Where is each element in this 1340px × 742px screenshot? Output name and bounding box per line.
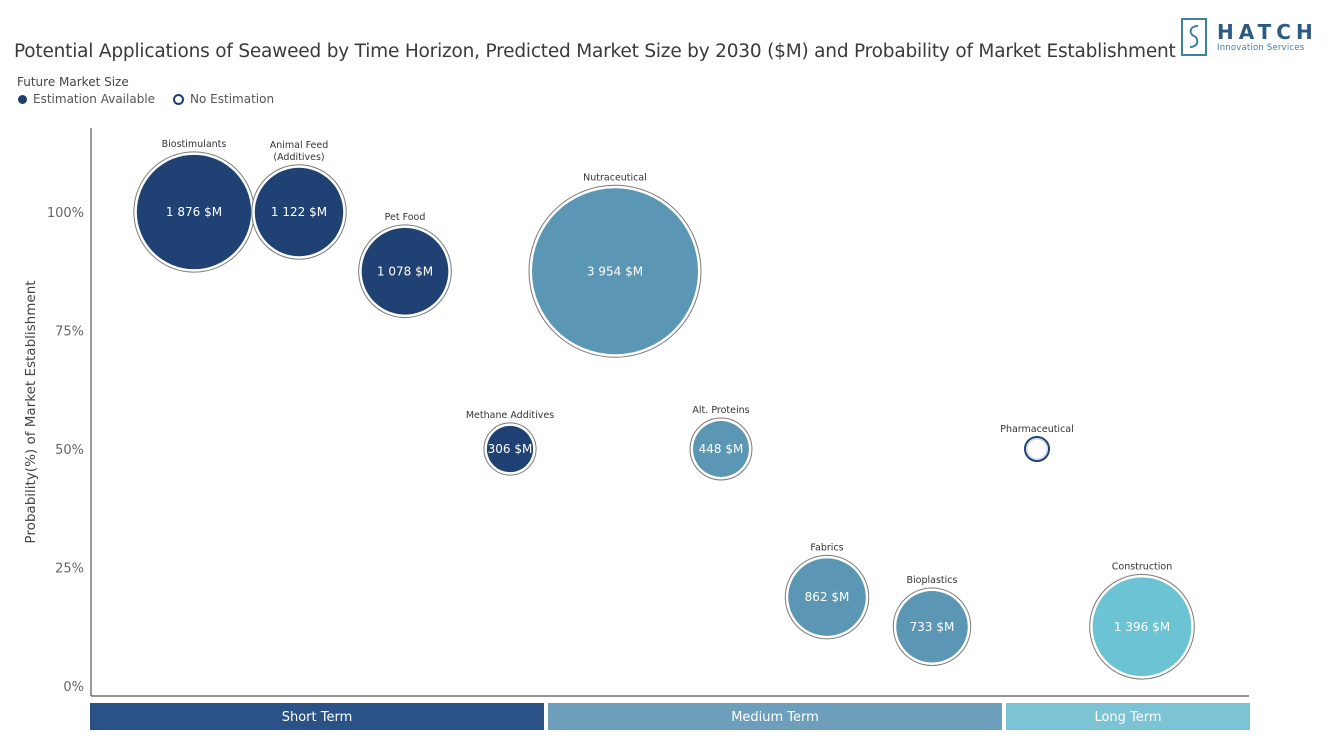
y-tick-label: 75%	[55, 325, 84, 340]
bubble-inner-ring	[1026, 438, 1048, 460]
y-tick-label: 25%	[55, 562, 84, 577]
logo-mark-icon	[1181, 18, 1207, 56]
bubble-name-label: Pharmaceutical	[1000, 424, 1074, 435]
bubble-value-label: 862 $M	[805, 590, 850, 604]
bubble-biostimulants[interactable]: 1 876 $M Biostimulants	[133, 139, 255, 273]
legend-item-estimation-available: Estimation Available	[18, 92, 155, 106]
y-axis-label: Probability(%) of Market Establishment	[23, 280, 39, 543]
bubble-name-label: Animal Feed	[270, 140, 329, 151]
bubble-circle	[788, 558, 866, 636]
bubble-circle	[693, 421, 749, 477]
bubble-value-label: 1 396 $M	[1114, 620, 1170, 634]
bubble-empty-circle	[1024, 436, 1050, 462]
bubble-nutraceutical[interactable]: 3 954 $M Nutraceutical	[528, 172, 702, 358]
bubble-name-label: Construction	[1112, 561, 1173, 572]
y-tick-label: 0%	[63, 680, 84, 695]
bubble-bioplastics[interactable]: 733 $M Bioplastics	[892, 575, 972, 666]
bubble-fabrics[interactable]: 862 $M Fabrics	[784, 542, 870, 640]
bubble-value-label: 1 122 $M	[271, 205, 327, 219]
bubble-name-label: (Additives)	[273, 152, 324, 163]
y-tick-label: 50%	[55, 443, 84, 458]
horizon-band-label-medium: Medium Term	[731, 710, 819, 725]
legend-label-no-estimation: No Estimation	[190, 92, 275, 106]
bubble-circle	[486, 425, 534, 473]
bubble-value-label: 733 $M	[910, 620, 955, 634]
chart-title: Potential Applications of Seaweed by Tim…	[14, 41, 1176, 62]
legend-item-no-estimation: No Estimation	[173, 92, 274, 106]
horizon-band-label-long: Long Term	[1094, 710, 1161, 725]
logo-name: HATCH	[1217, 20, 1318, 44]
empty-circle-icon	[173, 93, 185, 105]
horizon-band-label-short: Short Term	[282, 710, 353, 725]
bubble-name-label: Nutraceutical	[583, 172, 647, 183]
bubble-name-label: Pet Food	[385, 212, 426, 223]
legend-label-estimation-available: Estimation Available	[33, 92, 156, 106]
bubble-circle	[896, 591, 968, 663]
bubble-name-label: Biostimulants	[162, 139, 227, 150]
bubble-alt-proteins[interactable]: 448 $M Alt. Proteins	[689, 405, 753, 481]
bubble-animal-feed-additives[interactable]: 1 122 $M Animal Feed(Additives)	[251, 140, 347, 260]
bubble-circle	[532, 188, 698, 355]
bubble-name-label: Alt. Proteins	[692, 405, 749, 416]
legend: Estimation Available No Estimation	[18, 92, 274, 106]
y-tick-label: 100%	[47, 206, 84, 221]
bubble-name-label: Methane Additives	[466, 410, 554, 421]
horizon-band-short	[90, 703, 544, 730]
legend-title: Future Market Size	[17, 75, 129, 89]
bubble-circle	[254, 167, 344, 257]
hatch-logo: HATCH Innovation Services	[1181, 18, 1318, 56]
bubble-circle	[1092, 577, 1192, 677]
horizon-band-long	[1006, 703, 1250, 730]
filled-circle-icon	[18, 94, 27, 104]
bubble-value-label: 448 $M	[699, 442, 744, 456]
bubble-circle	[361, 227, 449, 315]
bubble-pet-food[interactable]: 1 078 $M Pet Food	[358, 212, 452, 319]
bubble-value-label: 1 876 $M	[166, 205, 222, 219]
bubble-construction[interactable]: 1 396 $M Construction	[1089, 561, 1195, 680]
bubble-name-label: Bioplastics	[907, 575, 958, 586]
horizon-band-medium	[548, 703, 1002, 730]
logo-tagline: Innovation Services	[1217, 43, 1305, 53]
bubble-name-label: Fabrics	[810, 542, 843, 553]
bubble-value-label: 1 078 $M	[377, 264, 433, 278]
bubble-value-label: 306 $M	[488, 442, 533, 456]
bubble-circle	[136, 154, 252, 270]
bubble-value-label: 3 954 $M	[587, 264, 643, 278]
bubble-pharmaceutical[interactable]: Pharmaceutical	[1000, 424, 1074, 462]
bubble-methane-additives[interactable]: 306 $M Methane Additives	[466, 410, 554, 476]
